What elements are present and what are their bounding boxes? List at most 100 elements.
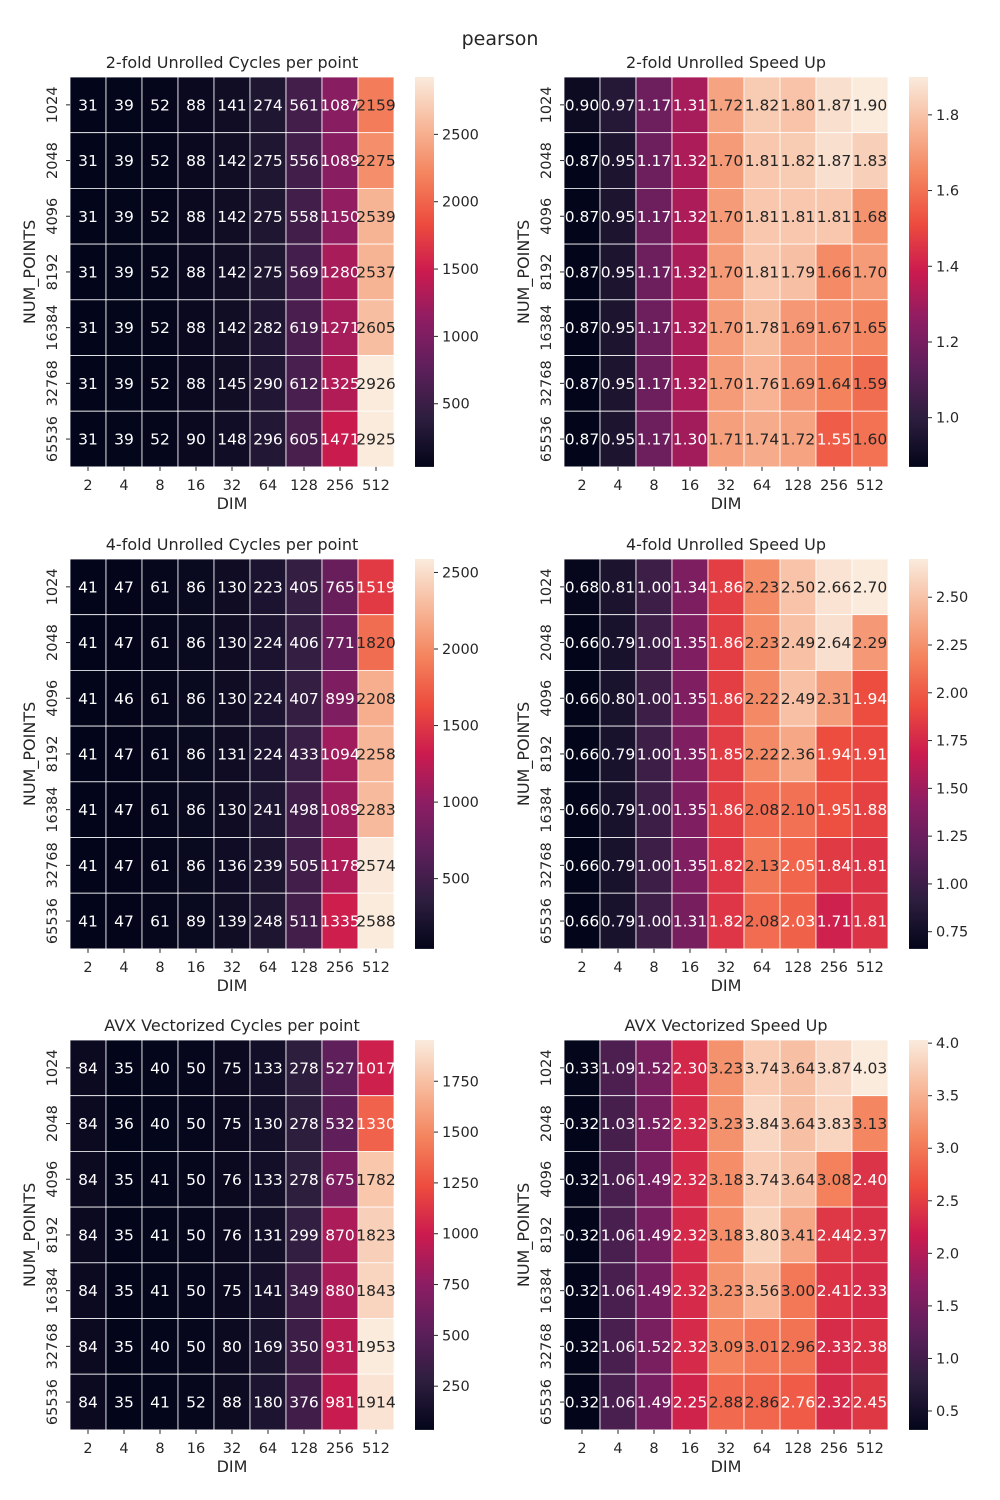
cell-value-label: 39 [114,152,134,170]
heatmap-cell [69,781,107,838]
cell-value-label: 2283 [356,801,395,819]
y-tick-label: 65536 [45,1379,61,1425]
heatmap-cell [707,1151,745,1208]
heatmap-cell [635,781,673,838]
cell-value-label: 1.87 [817,152,852,170]
heatmap-cell [105,410,143,468]
heatmap-cell [285,670,323,727]
cell-value-label: 50 [186,1115,206,1133]
heatmap-cell [249,355,287,412]
y-tick-label: 16384 [539,787,555,833]
heatmap-cell [177,187,215,245]
heatmap-cell [69,243,107,301]
cell-value-label: 47 [114,745,134,763]
cell-value-label: 1.35 [673,857,708,875]
heatmap-cell [563,410,601,468]
y-tick-label: 4096 [539,198,555,235]
heatmap-cell [707,187,745,245]
colorbar-tick-label: 3.0 [936,1141,959,1157]
heatmap-cell [743,299,781,356]
cell-value-label: 47 [114,634,134,652]
heatmap-cell [321,558,359,616]
cell-value-label: 47 [114,801,134,819]
heatmap-cell [141,132,179,189]
x-tick-label: 4 [119,478,128,494]
heatmap-cell [249,1151,287,1208]
cell-value-label: 31 [78,263,98,281]
heatmap-cell [105,1039,143,1097]
colorbar-tick-label: 1.0 [936,1351,959,1367]
heatmap-cell [249,1318,287,1375]
cell-value-label: 569 [289,263,319,281]
cell-value-label: 3.83 [817,1115,852,1133]
cell-value-label: 239 [253,857,283,875]
heatmap-cell [599,355,637,412]
heatmap-cell [743,1151,781,1208]
cell-value-label: 0.87 [565,375,600,393]
cell-value-label: 1.49 [637,1282,672,1300]
cell-value-label: 3.87 [817,1059,852,1077]
cell-value-label: 931 [325,1338,355,1356]
heatmap-cell [671,781,709,838]
cell-value-label: 619 [289,319,319,337]
heatmap-cell [357,892,395,950]
cell-value-label: 1271 [320,319,359,337]
cell-value-label: 3.74 [745,1171,780,1189]
heatmap-cell [357,1095,395,1152]
cell-value-label: 1.70 [709,319,744,337]
x-tick-label: 4 [119,1441,128,1457]
heatmap-cell [105,355,143,412]
x-tick-label: 2 [83,960,92,976]
cell-value-label: 88 [222,1394,242,1412]
cell-value-label: 1.94 [853,690,888,708]
x-tick-label: 128 [784,960,812,976]
x-tick-label: 64 [753,478,771,494]
cell-value-label: 1519 [356,578,395,596]
cell-value-label: 50 [186,1171,206,1189]
cell-value-label: 498 [289,801,319,819]
heatmap-cell [563,670,601,727]
heatmap-cell [357,670,395,727]
heatmap-cell [357,187,395,245]
heatmap-cell [815,1095,853,1152]
y-tick-label: 1024 [45,1049,61,1086]
heatmap-panel: 2-fold Unrolled Speed Up0.90 0.97 1.17 1.31… [514,53,959,513]
heatmap-cell [743,187,781,245]
cell-value-label: 1.69 [781,375,816,393]
cell-value-label: 224 [253,690,283,708]
cell-value-label: 1.79 [781,263,816,281]
cell-value-label: 84 [78,1115,98,1133]
cell-value-label: 1953 [356,1338,395,1356]
cell-value-label: 52 [150,263,170,281]
figure-title: pearson [462,28,539,50]
heatmap-cell [563,243,601,301]
x-axis-label: DIM [217,976,248,995]
colorbar-tick-label: 1000 [442,1227,479,1243]
cell-value-label: 0.95 [601,431,636,449]
panel-title: 2-fold Unrolled Speed Up [626,53,826,72]
x-tick-label: 32 [717,960,735,976]
cell-value-label: 296 [253,431,283,449]
cell-value-label: 899 [325,690,355,708]
cell-value-label: 1782 [356,1171,395,1189]
x-tick-label: 64 [259,478,277,494]
heatmap-cell [105,76,143,134]
y-tick-label: 16384 [45,305,61,351]
heatmap-cell [743,76,781,134]
cell-value-label: 1.32 [673,319,708,337]
heatmap-cell [671,1373,709,1431]
x-axis-label: DIM [711,1457,742,1476]
cell-value-label: 75 [222,1059,242,1077]
heatmap-cell [357,614,395,671]
cell-value-label: 299 [289,1226,319,1244]
cell-value-label: 1.17 [637,431,672,449]
heatmap-cell [707,1206,745,1264]
heatmap-cell [779,1095,817,1152]
cell-value-label: 35 [114,1282,134,1300]
cell-value-label: 241 [253,801,283,819]
cell-value-label: 0.80 [601,690,636,708]
heatmap-cell [815,76,853,134]
heatmap-cell [599,243,637,301]
cell-value-label: 89 [186,913,206,931]
